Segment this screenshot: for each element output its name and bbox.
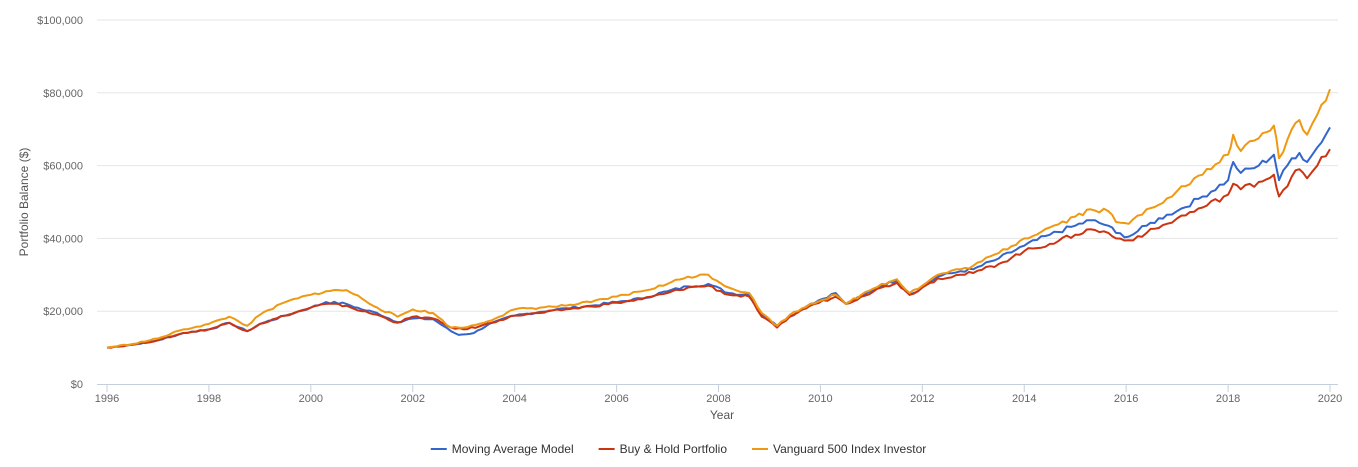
grid-lines: [97, 19, 1338, 312]
x-tick-label: 2020: [1318, 393, 1342, 405]
y-tick-label: $80,000: [43, 88, 83, 100]
series-lines: [106, 88, 1331, 349]
y-tick-label: $0: [71, 379, 83, 391]
x-axis-title: Year: [710, 408, 734, 422]
y-tick-label: $20,000: [43, 306, 83, 318]
x-tick-label: 2008: [706, 393, 730, 405]
x-tick-label: 2016: [1114, 393, 1138, 405]
y-axis-title: Portfolio Balance ($): [17, 148, 31, 257]
x-tick-label: 2006: [604, 393, 628, 405]
legend-label-3: Vanguard 500 Index Investor: [773, 442, 926, 456]
x-axis: 1996 1998 2000 2002 2004 2006 2008 2010 2012 2014…: [95, 384, 1342, 405]
x-tick-label: 1998: [197, 393, 221, 405]
x-tick-label: 2018: [1216, 393, 1240, 405]
x-tick-label: 2004: [502, 393, 526, 405]
series-line-2: [106, 148, 1331, 349]
legend-label-2: Buy & Hold Portfolio: [620, 442, 728, 456]
y-tick-label: $100,000: [37, 15, 83, 27]
x-tick-label: 1996: [95, 393, 119, 405]
y-tick-label: $60,000: [43, 161, 83, 173]
x-tick-label: 2012: [910, 393, 934, 405]
legend: Moving Average Model Buy & Hold Portfolio…: [430, 442, 926, 456]
y-tick-label: $40,000: [43, 233, 83, 245]
legend-label-1: Moving Average Model: [452, 442, 574, 456]
x-tick-label: 2010: [808, 393, 832, 405]
x-tick-label: 2002: [401, 393, 425, 405]
y-axis: $0 $20,000 $40,000 $60,000 $80,000 $100,000: [37, 15, 83, 391]
x-tick-label: 2014: [1012, 393, 1036, 405]
x-tick-label: 2000: [299, 393, 323, 405]
series-line-3: [106, 88, 1331, 349]
